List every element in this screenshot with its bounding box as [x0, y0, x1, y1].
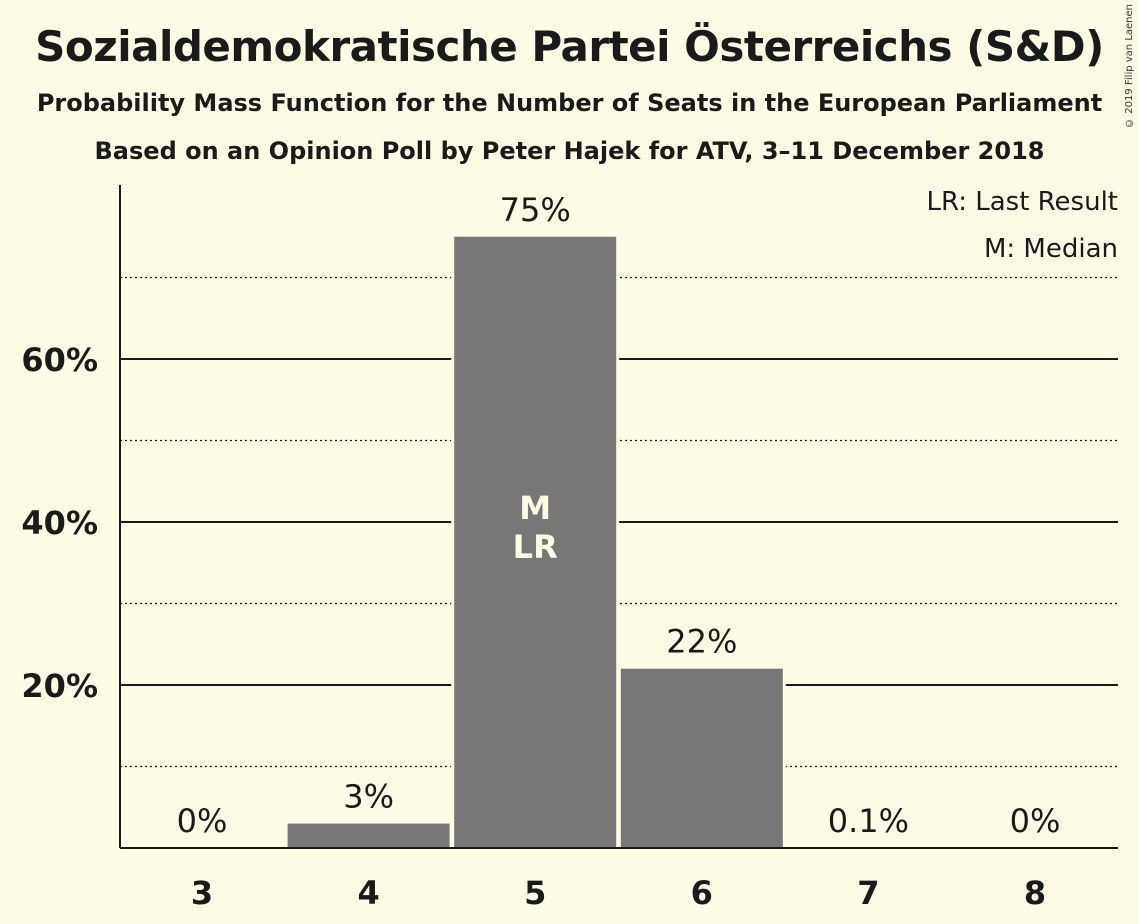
value-label: 0%: [1010, 802, 1061, 840]
bar-seat-6: [620, 668, 783, 848]
x-tick-label: 8: [1024, 874, 1046, 912]
x-tick-label: 3: [191, 874, 213, 912]
x-tick-label: 6: [691, 874, 713, 912]
value-label: 0%: [177, 802, 228, 840]
gridlines: 20% 40% 60%: [21, 276, 1118, 768]
value-labels: 0% 3 3% 4 75% 5 22% 6 0.1% 7 0% 8 MLR: [177, 191, 1061, 912]
bar-seat-5: [454, 236, 617, 848]
y-tick-label: 60%: [21, 341, 98, 379]
y-tick-label: 20%: [21, 667, 98, 705]
x-tick-label: 5: [524, 874, 546, 912]
y-tick-label: 40%: [21, 504, 98, 542]
x-tick-label: 7: [857, 874, 879, 912]
value-label: 3%: [343, 778, 394, 816]
bar-marker-label: M: [519, 489, 551, 527]
axes: [119, 185, 1118, 849]
bars: [284, 235, 786, 848]
legend-last-result: LR: Last Result: [926, 187, 1118, 217]
chart-subtitle: Probability Mass Function for the Number…: [36, 89, 1103, 117]
x-tick-label: 4: [357, 874, 379, 912]
bar-marker-label: LR: [513, 528, 558, 566]
chart-source-line: Based on an Opinion Poll by Peter Hajek …: [94, 137, 1045, 165]
bar-seat-4: [287, 823, 450, 848]
value-label: 22%: [666, 623, 737, 661]
value-label: 75%: [500, 191, 571, 229]
value-label: 0.1%: [828, 802, 909, 840]
chart-title: Sozialdemokratische Partei Österreichs (…: [35, 22, 1104, 71]
legend-median: M: Median: [984, 234, 1118, 264]
